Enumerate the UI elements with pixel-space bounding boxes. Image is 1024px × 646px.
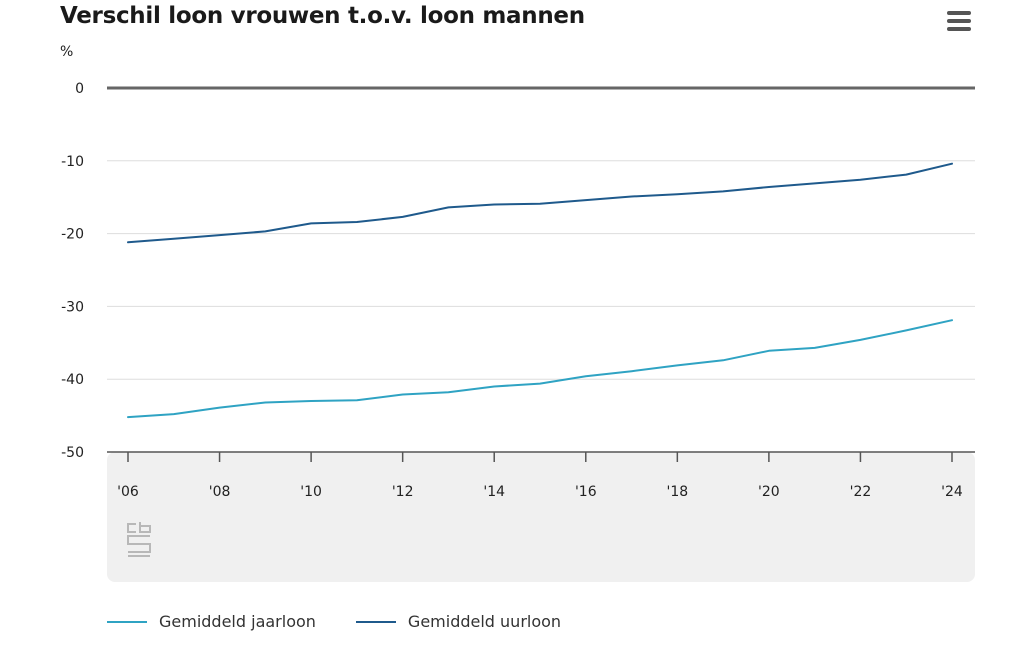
legend: Gemiddeld jaarloon Gemiddeld uurloon <box>107 612 601 631</box>
series-lines <box>127 162 953 419</box>
grid-lines <box>107 86 975 453</box>
legend-item-jaarloon[interactable]: Gemiddeld jaarloon <box>107 612 316 631</box>
x-tick-label: '20 <box>758 484 780 500</box>
y-tick-label: 0 <box>75 81 84 97</box>
legend-swatch-uurloon <box>355 620 396 623</box>
x-tick-label: '14 <box>483 484 505 500</box>
series-line-uurloon[interactable] <box>127 162 953 244</box>
cbs-logo-icon <box>127 522 151 557</box>
menu-bar <box>947 11 971 15</box>
x-tick-label: '10 <box>300 484 322 500</box>
series-line-jaarloon[interactable] <box>127 319 953 419</box>
x-tick-label: '08 <box>209 484 231 500</box>
x-tick-label: '12 <box>392 484 414 500</box>
legend-label-uurloon: Gemiddeld uurloon <box>407 612 562 631</box>
x-tick-label: '18 <box>666 484 688 500</box>
legend-item-uurloon[interactable]: Gemiddeld uurloon <box>355 612 562 631</box>
footer-panel <box>107 452 975 582</box>
y-axis-ticks: 0 -10 -20 -30 -40 -50 <box>61 81 84 461</box>
menu-bar <box>947 19 971 23</box>
x-tick-label: '06 <box>117 484 139 500</box>
menu-bar <box>947 27 971 31</box>
y-axis-unit-label: % <box>60 44 74 60</box>
legend-label-jaarloon: Gemiddeld jaarloon <box>159 612 316 631</box>
legend-swatch-jaarloon <box>107 620 147 623</box>
x-tick-label: '16 <box>575 484 597 500</box>
hamburger-menu-icon[interactable] <box>943 9 975 35</box>
y-tick-label: -10 <box>61 154 84 170</box>
y-tick-label: -40 <box>61 372 84 388</box>
y-tick-label: -20 <box>61 227 84 243</box>
x-axis-ticks: '06 '08 '10 '12 '14 '16 '18 '20 '22 '24 <box>117 452 963 500</box>
x-tick-label: '22 <box>850 484 872 500</box>
y-tick-label: -30 <box>61 299 84 315</box>
chart-title: Verschil loon vrouwen t.o.v. loon mannen <box>60 3 585 29</box>
y-tick-label: -50 <box>61 445 84 461</box>
x-tick-label: '24 <box>941 484 963 500</box>
